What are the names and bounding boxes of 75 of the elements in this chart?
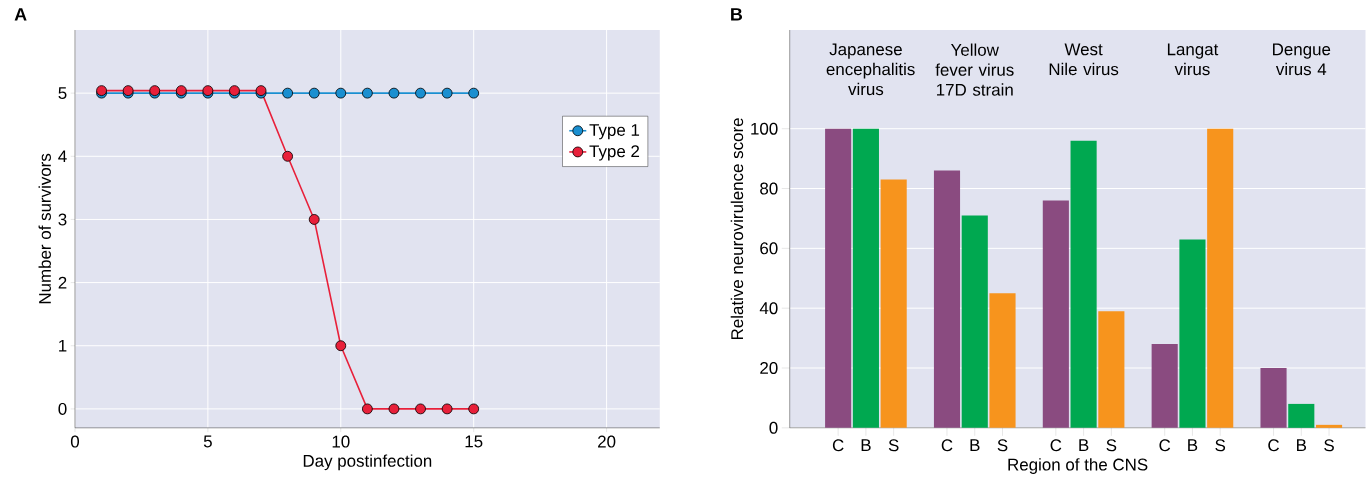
x-tick-label: Dengue virus 4 bbox=[1273, 43, 1331, 76]
point bbox=[308, 87, 320, 99]
bar bbox=[989, 293, 1016, 428]
text: S bbox=[1106, 439, 1117, 452]
x-tick-label: Yellow fever virus 17D strain bbox=[935, 43, 1014, 96]
bar bbox=[933, 170, 961, 428]
chart-title: A bbox=[14, 8, 27, 21]
x-tick-label: 15 bbox=[465, 435, 483, 448]
point bbox=[388, 87, 400, 99]
series-label: S bbox=[888, 439, 899, 452]
point bbox=[308, 214, 320, 225]
x-tick-label: Japanese encephalitis virus bbox=[826, 43, 915, 96]
bar bbox=[852, 128, 879, 428]
text: C bbox=[1159, 439, 1171, 452]
y-tick-label: 40 bbox=[759, 302, 778, 315]
y-axis-title: Number of survivors bbox=[38, 153, 51, 304]
x-axis-title: Region of the CNS bbox=[1008, 458, 1148, 475]
x-tick-label: 0 bbox=[70, 435, 80, 448]
point bbox=[388, 403, 400, 415]
text: S bbox=[1324, 439, 1334, 452]
text: C bbox=[941, 439, 953, 452]
y-tick-label: 0 bbox=[769, 421, 778, 434]
y-tick-label: 0 bbox=[58, 402, 67, 415]
text: C bbox=[1268, 439, 1280, 452]
y-tick-label: 4 bbox=[58, 150, 67, 163]
text: S bbox=[1215, 439, 1226, 452]
point bbox=[282, 87, 294, 99]
y-tick-label: 3 bbox=[58, 213, 67, 226]
point bbox=[415, 87, 426, 99]
series-label: C bbox=[832, 439, 844, 452]
point bbox=[361, 87, 373, 99]
x-tick-label: West Nile virus bbox=[1049, 43, 1119, 76]
point bbox=[282, 151, 294, 162]
y-axis-title: Relative neurovirulence score bbox=[730, 118, 744, 340]
bar bbox=[1315, 424, 1343, 428]
bar bbox=[1151, 344, 1178, 428]
text: B bbox=[1297, 439, 1307, 452]
x-tick-label: 10 bbox=[332, 435, 350, 448]
y-tick-label: 20 bbox=[760, 362, 778, 375]
point bbox=[335, 87, 347, 99]
y-tick-label: 100 bbox=[751, 122, 778, 135]
text: C bbox=[1050, 439, 1062, 452]
bar bbox=[1260, 368, 1287, 428]
bar bbox=[1098, 311, 1125, 428]
x-tick-label: 20 bbox=[598, 435, 616, 448]
point bbox=[441, 403, 453, 415]
y-tick-label: 1 bbox=[59, 340, 67, 352]
point bbox=[361, 403, 373, 415]
y-tick-label: 60 bbox=[760, 242, 778, 255]
point bbox=[468, 403, 480, 415]
y-tick-label: 80 bbox=[760, 182, 778, 195]
y-tick-label: 2 bbox=[58, 276, 67, 289]
bar bbox=[1179, 239, 1206, 428]
chart-title: B bbox=[731, 8, 743, 21]
bar bbox=[1070, 140, 1097, 428]
x-tick-label: 5 bbox=[203, 435, 212, 448]
legend-label: Type 1 bbox=[589, 124, 640, 140]
x-tick-label: Langat virus bbox=[1167, 43, 1219, 76]
point bbox=[468, 87, 480, 99]
text: B bbox=[1079, 439, 1089, 452]
point bbox=[441, 87, 453, 99]
bar bbox=[961, 215, 988, 428]
x-axis-title: Day postinfection bbox=[303, 454, 432, 471]
bar bbox=[1288, 404, 1315, 428]
text: B bbox=[970, 439, 980, 452]
point bbox=[335, 340, 347, 352]
text: S bbox=[997, 439, 1008, 452]
bar bbox=[1207, 128, 1234, 428]
bar bbox=[880, 179, 907, 428]
point bbox=[415, 403, 426, 415]
series-label: B bbox=[861, 439, 871, 452]
legend-label: Type 2 bbox=[589, 145, 640, 161]
bar bbox=[1042, 200, 1069, 428]
text: B bbox=[1188, 439, 1198, 452]
bar bbox=[825, 128, 852, 428]
